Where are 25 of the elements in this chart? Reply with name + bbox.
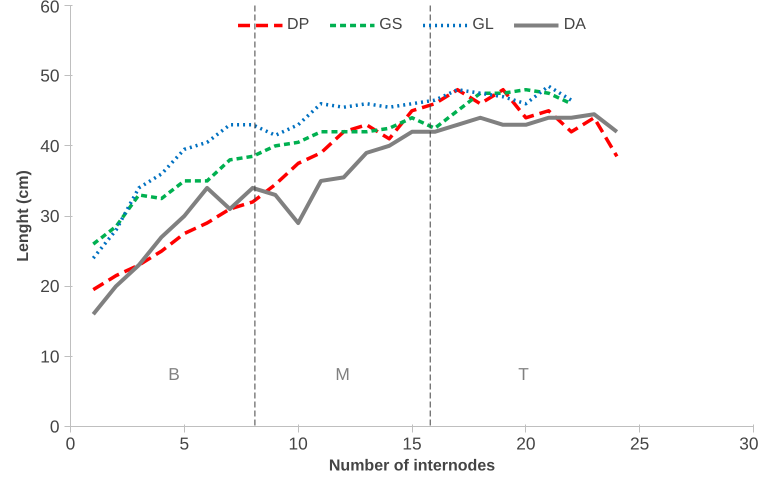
annotation: M — [335, 364, 350, 384]
y-tick-label: 0 — [50, 416, 60, 436]
x-tick-label: 30 — [739, 434, 758, 454]
y-tick-label: 40 — [40, 136, 60, 156]
legend-label: DP — [287, 16, 310, 34]
annotation: T — [518, 364, 530, 384]
line-series — [91, 112, 619, 316]
annotation: B — [168, 364, 180, 384]
legend-label: DA — [564, 16, 586, 34]
y-tick-label: 30 — [40, 206, 60, 226]
y-axis-title: Lenght (cm) — [15, 170, 32, 262]
x-tick-label: 0 — [66, 434, 76, 454]
legend-label: GS — [379, 16, 402, 34]
y-tick-label: 50 — [40, 66, 60, 86]
x-tick-label: 15 — [402, 434, 422, 454]
legend-label: GL — [472, 16, 494, 34]
y-tick-label: 20 — [40, 276, 60, 296]
x-tick-label: 25 — [630, 434, 650, 454]
x-tick-label: 20 — [516, 434, 536, 454]
x-tick-label: 10 — [288, 434, 308, 454]
line-series — [92, 88, 619, 292]
x-axis-title: Number of internodes — [328, 458, 496, 474]
y-tick-label: 60 — [40, 0, 60, 16]
y-tick-label: 10 — [40, 346, 60, 366]
x-tick-label: 5 — [180, 434, 190, 454]
